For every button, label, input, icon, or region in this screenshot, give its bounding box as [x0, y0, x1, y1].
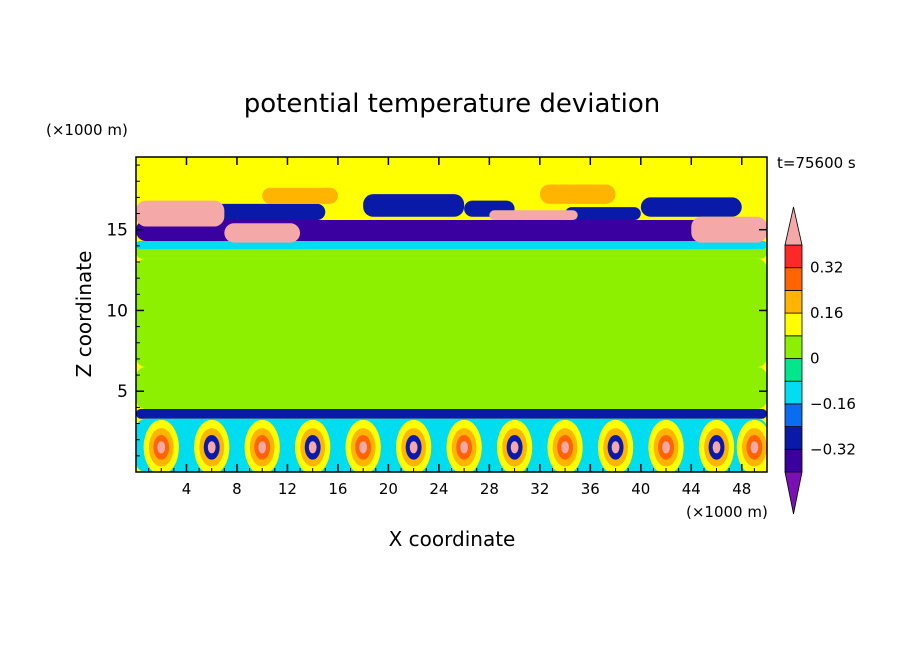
field-regions	[136, 184, 767, 472]
field-region	[565, 207, 641, 220]
plume	[207, 441, 216, 454]
colorbar-box	[784, 426, 803, 450]
x-tick-label: 20	[379, 480, 398, 498]
field-region	[489, 210, 578, 220]
x-tick-label: 12	[278, 480, 297, 498]
colorbar-box	[784, 403, 803, 427]
x-axis-label: X coordinate	[389, 527, 516, 551]
x-tick-label: 8	[232, 480, 242, 498]
field-region	[539, 184, 616, 204]
colorbar-box	[784, 448, 803, 473]
plume	[712, 441, 721, 454]
colorbar-box	[784, 380, 803, 405]
plume	[750, 441, 759, 454]
colorbar-box	[784, 244, 803, 269]
plume	[359, 441, 368, 454]
x-unit-label: (×1000 m)	[686, 503, 768, 521]
x-tick-label: 40	[631, 480, 650, 498]
y-unit-label: (×1000 m)	[46, 121, 128, 139]
plume	[662, 441, 670, 454]
y-tick-label: 10	[106, 301, 128, 321]
y-axis-label: Z coordinate	[72, 251, 96, 378]
colorbar-box	[784, 335, 803, 359]
colorbar-tick-label: −0.32	[810, 440, 856, 458]
x-tick-label: 28	[480, 480, 499, 498]
chart-title: potential temperature deviation	[244, 89, 660, 119]
x-tick-label: 4	[182, 480, 192, 498]
field-region	[640, 197, 742, 217]
colorbar: 0.32 0.16 0 −0.16 −0.32	[784, 206, 856, 515]
plume	[308, 441, 317, 454]
colorbar-box	[784, 267, 803, 291]
field-region	[224, 223, 301, 243]
colorbar-tick-label: 0.16	[810, 304, 843, 322]
y-axis-ticks: 5 10 15	[106, 164, 767, 457]
colorbar-tick-label: 0.32	[810, 259, 843, 277]
y-tick-label: 5	[117, 382, 128, 402]
field-region	[136, 241, 767, 250]
plume	[157, 441, 166, 454]
colorbar-box	[784, 358, 803, 382]
x-tick-label: 44	[682, 480, 701, 498]
field-region	[363, 194, 465, 217]
colorbar-box	[784, 312, 803, 337]
plume	[258, 441, 267, 454]
time-label: t=75600 s	[777, 154, 856, 172]
x-tick-label: 16	[328, 480, 347, 498]
colorbar-tick-label: 0	[810, 350, 820, 368]
y-tick-label: 15	[106, 221, 128, 241]
colorbar-box	[784, 289, 803, 314]
field-region	[136, 245, 767, 259]
plume	[510, 441, 519, 454]
plume	[561, 441, 569, 454]
field-region	[262, 187, 338, 204]
x-tick-label: 48	[732, 480, 751, 498]
field-region	[691, 216, 767, 243]
field-region	[565, 326, 742, 392]
plume	[460, 441, 469, 454]
colorbar-tick-label: −0.16	[810, 395, 856, 413]
plume	[611, 441, 620, 454]
plot-area	[136, 157, 767, 472]
field-region	[312, 310, 465, 376]
colorbar-top-arrow	[784, 206, 803, 246]
x-tick-label: 36	[581, 480, 600, 498]
plume	[409, 441, 418, 454]
x-tick-label: 24	[429, 480, 448, 498]
colorbar-bottom-arrow	[784, 471, 803, 515]
convective-plumes	[143, 419, 767, 472]
x-axis-ticks: 4 8 12 16 20 24 28 32 36 40 44 48	[148, 157, 755, 498]
field-region	[136, 200, 225, 227]
x-tick-label: 32	[530, 480, 549, 498]
field-region	[136, 409, 767, 419]
